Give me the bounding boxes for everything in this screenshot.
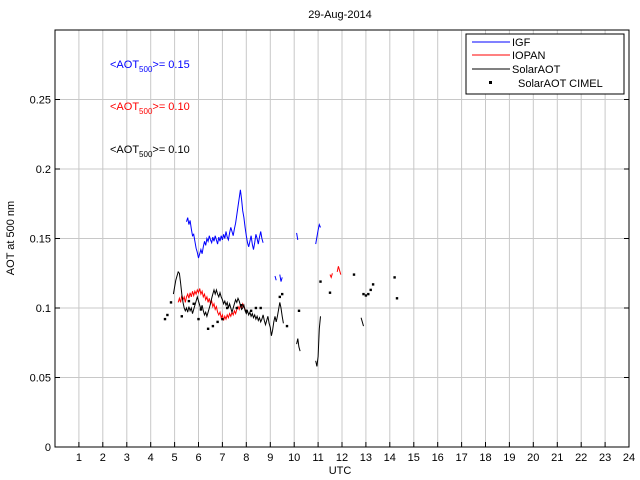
series-line-igf <box>279 274 283 282</box>
y-axis-label: AOT at 500 nm <box>5 201 17 275</box>
cimel-point <box>180 315 183 318</box>
cimel-point <box>395 297 399 300</box>
cimel-point <box>192 302 195 305</box>
legend-swatch <box>489 81 492 84</box>
axis-ticks: 1 2 3 4 5 6 7 8 9 10 11 12 13 14 15 16 17 18 19 20 21 22 23 240… <box>30 95 636 465</box>
aot-annotation: <AOT500>= 0.15 <box>110 59 190 74</box>
cimel-point <box>216 320 219 324</box>
x-tick-label: 16 <box>432 452 444 464</box>
x-tick-label: 7 <box>219 452 225 464</box>
series-line-igf <box>296 232 299 240</box>
series-line-solaraot <box>360 317 364 327</box>
aot-mean-annotations: <AOT500>= 0.15 <AOT500>= 0.10 <AOT500>= 0.… <box>110 59 190 159</box>
cimel-point <box>393 276 396 279</box>
legend-label: SolarAOT <box>512 64 561 76</box>
x-tick-label: 12 <box>336 452 348 464</box>
x-tick-label: 6 <box>195 452 201 464</box>
cimel-point <box>369 288 372 292</box>
x-tick-label: 8 <box>243 452 249 464</box>
cimel-point <box>197 317 200 321</box>
series-line-igf <box>186 189 264 259</box>
x-tick-label: 13 <box>360 452 372 464</box>
chart-title: 29-Aug-2014 <box>308 9 372 21</box>
series-line-solaraot <box>296 338 301 352</box>
legend-box <box>465 33 625 95</box>
cimel-point <box>166 313 169 317</box>
series-line-iopan <box>336 266 342 275</box>
y-tick-label: 0.15 <box>30 234 51 246</box>
x-axis-label: UTC <box>329 465 352 477</box>
series-layer <box>163 189 399 367</box>
y-tick-label: 0.1 <box>36 303 51 315</box>
cimel-point <box>199 308 203 311</box>
cimel-point <box>364 294 368 297</box>
x-tick-label: 4 <box>148 452 154 464</box>
x-tick-label: 24 <box>623 452 635 464</box>
x-tick-label: 2 <box>100 452 106 464</box>
x-tick-label: 1 <box>76 452 82 464</box>
x-tick-label: 11 <box>312 452 323 464</box>
x-tick-label: 5 <box>172 452 178 464</box>
cimel-point <box>235 306 238 310</box>
series-iopan <box>177 266 342 321</box>
series-solaraot-cimel <box>163 273 399 330</box>
cimel-point <box>362 292 365 296</box>
cimel-point <box>297 309 301 312</box>
cimel-point <box>206 327 210 330</box>
cimel-point <box>163 317 167 321</box>
series-igf <box>186 189 321 282</box>
cimel-point <box>371 283 375 286</box>
cimel-point <box>328 291 332 294</box>
series-line-solaraot <box>315 316 321 367</box>
cimel-point <box>278 295 281 299</box>
cimel-point <box>352 273 356 276</box>
cimel-point <box>187 299 191 303</box>
grid-lines <box>55 30 630 448</box>
cimel-point <box>211 324 215 328</box>
cimel-point <box>367 292 370 296</box>
legend-label: SolarAOT CIMEL <box>518 78 603 90</box>
x-tick-label: 17 <box>455 452 467 464</box>
x-tick-label: 9 <box>267 452 273 464</box>
x-tick-label: 20 <box>527 452 539 464</box>
y-tick-label: 0 <box>45 442 51 454</box>
x-tick-label: 10 <box>288 452 300 464</box>
x-tick-label: 21 <box>551 452 563 464</box>
legend-label: IOPAN <box>512 50 545 62</box>
y-tick-label: 0.25 <box>30 95 51 107</box>
x-tick-label: 3 <box>124 452 130 464</box>
x-tick-label: 22 <box>575 452 587 464</box>
cimel-point <box>259 306 262 310</box>
cimel-point <box>285 324 289 328</box>
legend-label: IGF <box>512 37 531 49</box>
aot-annotation: <AOT500>= 0.10 <box>110 144 190 159</box>
x-tick-label: 23 <box>599 452 611 464</box>
aot-annotation: <AOT500>= 0.10 <box>110 101 190 116</box>
series-line-igf <box>315 222 321 245</box>
x-tick-label: 18 <box>479 452 491 464</box>
cimel-point <box>254 306 258 310</box>
cimel-point <box>281 292 284 296</box>
cimel-point <box>319 280 322 283</box>
x-tick-label: 15 <box>408 452 420 464</box>
cimel-point <box>169 301 173 304</box>
cimel-point <box>226 306 229 310</box>
x-tick-label: 14 <box>384 452 396 464</box>
cimel-point <box>249 309 253 312</box>
cimel-point <box>221 317 224 321</box>
series-line-igf <box>274 275 277 281</box>
x-tick-label: 19 <box>503 452 515 464</box>
series-line-iopan <box>329 273 333 279</box>
y-tick-label: 0.2 <box>36 164 51 176</box>
cimel-point <box>240 304 243 307</box>
cimel-point <box>245 309 248 312</box>
series-line-iopan <box>177 288 247 321</box>
y-tick-label: 0.05 <box>30 373 51 385</box>
